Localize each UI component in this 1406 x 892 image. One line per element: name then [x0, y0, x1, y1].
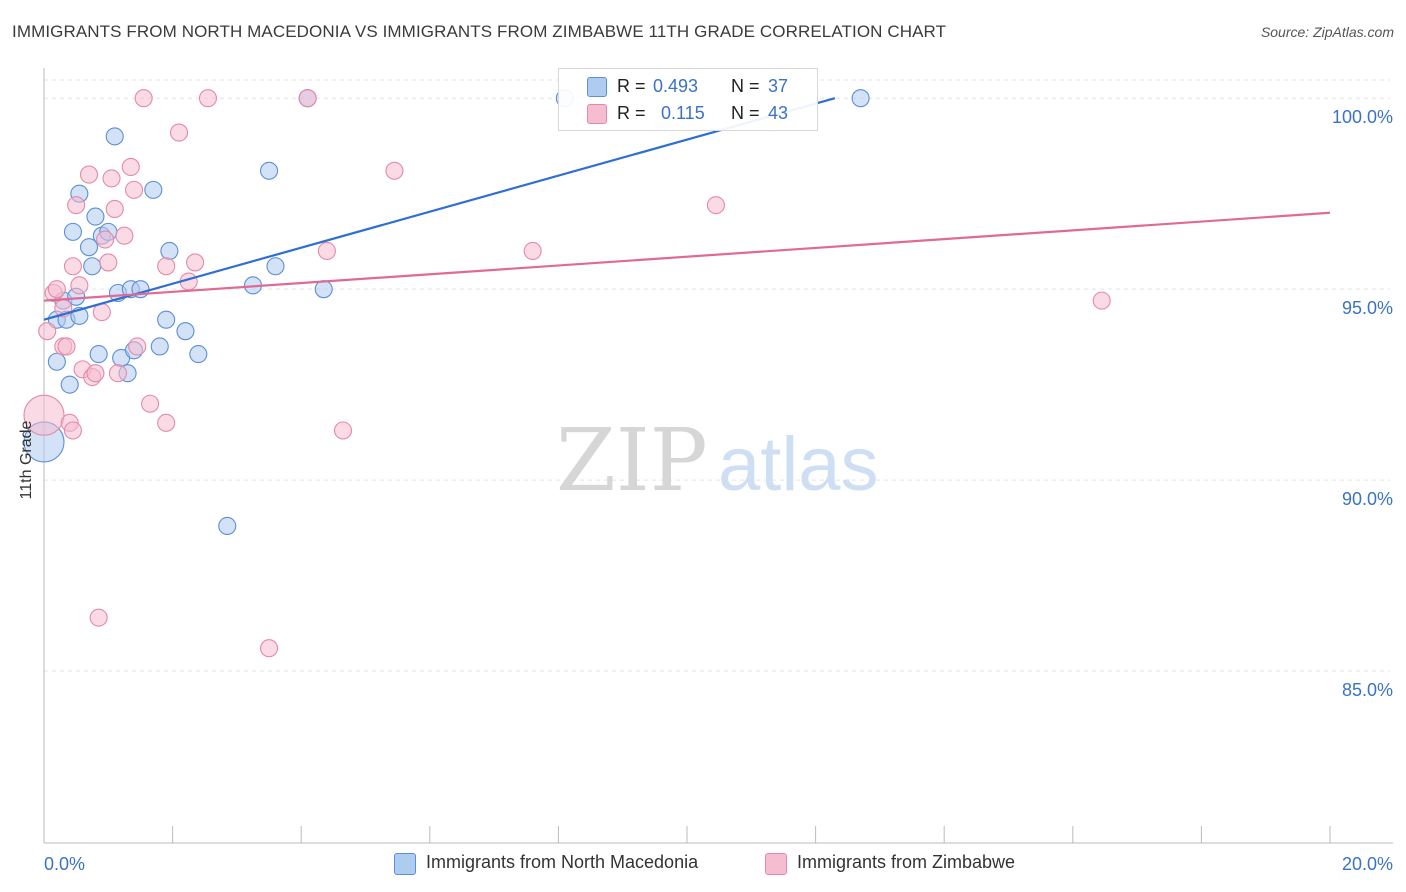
macedonia-point [105, 127, 124, 146]
zimbabwe-point [198, 89, 218, 108]
zimbabwe-point [89, 608, 108, 627]
macedonia-point [47, 352, 66, 371]
legend-swatch-macedonia [587, 77, 607, 97]
x-tick-label: 20.0% [1342, 854, 1393, 874]
grid-lines [44, 79, 1390, 672]
macedonia-point [189, 345, 208, 364]
legend-n-label: N = [731, 103, 760, 123]
zimbabwe-point [706, 196, 725, 215]
zimbabwe-point [317, 241, 336, 261]
zimbabwe-point [96, 230, 115, 249]
zimbabwe-point [63, 257, 82, 276]
zimbabwe-point [99, 253, 118, 272]
macedonia-point [63, 222, 82, 241]
y-tick-label: 100.0% [1332, 107, 1393, 127]
zimbabwe-point [333, 421, 353, 440]
zimbabwe-point [86, 364, 105, 383]
zimbabwe-point [141, 394, 160, 413]
bottom-legend-label: Immigrants from Zimbabwe [797, 852, 1016, 872]
zimbabwe-point [47, 280, 66, 299]
legend-swatch-zimbabwe [587, 104, 607, 124]
watermark-atlas: atlas [718, 422, 879, 507]
zimbabwe-point [124, 180, 144, 199]
chart-title: IMMIGRANTS FROM NORTH MACEDONIA VS IMMIG… [12, 22, 947, 41]
x-tick-label: 0.0% [44, 854, 85, 874]
zimbabwe-point [169, 123, 189, 142]
bottom-legend-swatch-zimbabwe [765, 853, 787, 875]
macedonia-point [86, 207, 105, 226]
zimbabwe-point [23, 394, 65, 436]
zimbabwe-trend-line [43, 211, 1331, 302]
zimbabwe-point [134, 89, 153, 108]
y-tick-label: 85.0% [1342, 680, 1393, 700]
bottom-legend-label: Immigrants from North Macedonia [426, 852, 699, 872]
legend-r-value: 0.115 [661, 103, 705, 123]
zimbabwe-point [38, 322, 57, 341]
macedonia-point [314, 280, 333, 299]
zimbabwe-point [108, 364, 127, 383]
zimbabwe-point [385, 161, 404, 180]
zimbabwe-point [1092, 291, 1111, 310]
zimbabwe-point [186, 253, 205, 272]
macedonia-point [266, 257, 285, 276]
tick-labels: 100.0% 95.0% 90.0% 85.0% 0.0% 20.0% [44, 107, 1393, 874]
zimbabwe-point [63, 421, 82, 440]
macedonia-point [218, 516, 237, 536]
trend-lines [43, 97, 1331, 321]
y-axis-title: 11th Grade [18, 420, 35, 500]
macedonia-point [160, 241, 179, 261]
legend-n-value: 43 [768, 103, 789, 123]
macedonia-point [60, 375, 79, 394]
source-label: Source: ZipAtlas.com [1260, 24, 1394, 40]
macedonia-point [144, 180, 163, 199]
data-points [23, 89, 1111, 658]
zimbabwe-point [105, 199, 124, 219]
zimbabwe-point [79, 165, 99, 184]
zimbabwe-point [259, 639, 279, 658]
zimbabwe-point [128, 337, 147, 356]
macedonia-point [83, 257, 102, 276]
zimbabwe-point [67, 196, 86, 215]
bottom-legend-swatch-macedonia [394, 853, 416, 875]
zimbabwe-point [157, 413, 176, 432]
zimbabwe-point [102, 169, 121, 188]
macedonia-trend-line [43, 97, 836, 321]
watermark-zip: ZIP [556, 411, 708, 511]
stats-legend: R = 0.493 N = 37 R = 0.115 N = 43 [558, 68, 818, 131]
zimbabwe-point [298, 89, 317, 108]
macedonia-point [851, 89, 870, 108]
macedonia-point [176, 322, 195, 341]
legend-r-label: R = [617, 76, 646, 96]
legend-r-label: R = [617, 103, 646, 123]
y-tick-label: 95.0% [1342, 298, 1393, 318]
y-tick-label: 90.0% [1342, 489, 1393, 509]
zimbabwe-point [70, 276, 89, 295]
zimbabwe-point [121, 157, 140, 176]
zimbabwe-point [115, 226, 134, 245]
zimbabwe-point [157, 257, 176, 276]
legend-n-value: 37 [768, 76, 789, 96]
legend-r-value: 0.493 [653, 76, 699, 96]
macedonia-point [79, 238, 99, 257]
zimbabwe-point [57, 337, 76, 356]
macedonia-point [89, 345, 108, 364]
watermark: ZIP atlas [556, 411, 879, 511]
zimbabwe-point [523, 241, 542, 261]
macedonia-point [259, 161, 279, 180]
legend-n-label: N = [731, 76, 760, 96]
macedonia-point [150, 337, 169, 356]
macedonia-point [157, 310, 176, 329]
